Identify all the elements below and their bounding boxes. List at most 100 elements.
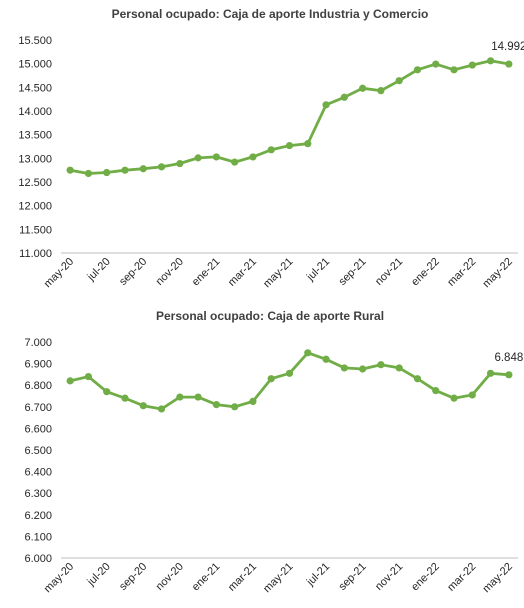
y-tick-label: 6.700 <box>24 402 52 414</box>
data-point <box>139 402 147 410</box>
chart-rural: Personal ocupado: Caja de aporte Rural 6… <box>24 309 523 595</box>
data-point <box>285 141 294 150</box>
data-point <box>103 388 111 396</box>
data-point <box>432 387 440 395</box>
data-point <box>395 77 403 85</box>
y-tick-label: 6.200 <box>24 510 52 522</box>
data-point <box>413 375 422 383</box>
y-tick-label: 11.500 <box>19 224 52 236</box>
data-point <box>395 364 403 372</box>
data-point <box>66 377 74 385</box>
data-point <box>304 349 312 357</box>
x-tick-label: ene-21 <box>190 561 223 594</box>
series-line <box>68 59 511 175</box>
y-axis: 11.000 11.500 12.000 12.500 13.000 13.500 14.0… <box>18 35 52 260</box>
data-point <box>486 369 495 377</box>
data-point <box>505 371 513 379</box>
data-point <box>377 87 385 95</box>
x-tick-label: jul-21 <box>304 256 332 284</box>
y-tick-label: 6.800 <box>24 380 52 392</box>
y-tick-label: 6.900 <box>24 359 52 371</box>
x-tick-label: ene-22 <box>409 256 442 289</box>
data-point <box>194 393 202 401</box>
data-label-last: 6.848 <box>494 352 523 364</box>
x-tick-label: may-22 <box>481 561 515 595</box>
data-point <box>304 140 312 148</box>
x-tick-label: ene-22 <box>409 561 442 594</box>
y-tick-label: 7.000 <box>24 337 52 349</box>
data-point <box>249 397 257 405</box>
x-tick-label: nov-20 <box>154 561 186 593</box>
data-point <box>176 159 184 168</box>
x-tick-label: jul-20 <box>85 561 113 589</box>
y-tick-label: 12.500 <box>18 177 52 189</box>
chart-title: Personal ocupado: Caja de aporte Rural <box>156 309 384 323</box>
y-tick-label: 15.500 <box>18 35 52 47</box>
data-point <box>249 153 257 161</box>
data-point <box>340 364 348 372</box>
data-point <box>121 166 129 174</box>
data-label-last: 14.992 <box>491 41 524 53</box>
y-tick-label: 14.500 <box>18 82 52 94</box>
x-tick-label: may-20 <box>42 561 76 595</box>
data-point <box>322 101 330 109</box>
data-point <box>486 57 495 65</box>
chart-title: Personal ocupado: Caja de aporte Industr… <box>112 7 429 21</box>
data-point <box>432 60 440 68</box>
x-tick-label: nov-21 <box>373 256 405 288</box>
x-tick-label: ene-21 <box>190 256 223 289</box>
x-axis: may-20 jul-20 sep-20 nov-20 ene-21 mar-21 may-… <box>42 252 518 290</box>
data-point <box>377 361 385 369</box>
y-tick-label: 6.500 <box>24 445 52 457</box>
data-point <box>84 372 93 381</box>
data-point <box>103 168 111 177</box>
data-point <box>212 401 220 409</box>
data-point <box>212 153 220 161</box>
data-point <box>267 375 275 383</box>
x-tick-label: sep-21 <box>336 256 368 288</box>
series-layer: 14.992 <box>66 41 524 178</box>
data-point <box>359 365 367 373</box>
y-tick-label: 15.000 <box>18 59 52 71</box>
y-tick-label: 13.500 <box>18 130 52 142</box>
data-point <box>231 158 239 166</box>
data-point <box>413 66 422 74</box>
chart-industria-comercio: Personal ocupado: Caja de aporte Industr… <box>18 7 524 290</box>
y-tick-label: 6.600 <box>24 423 52 435</box>
data-point <box>157 163 166 171</box>
y-tick-label: 14.000 <box>18 106 52 118</box>
x-tick-label: may-21 <box>261 561 295 595</box>
x-tick-label: sep-21 <box>336 561 368 593</box>
x-tick-label: jul-21 <box>304 561 332 589</box>
y-tick-label: 6.300 <box>24 488 52 500</box>
x-tick-label: sep-20 <box>117 256 149 288</box>
data-point <box>84 169 93 178</box>
data-point <box>359 84 367 92</box>
x-tick-label: mar-22 <box>445 256 478 289</box>
data-point <box>468 61 476 69</box>
series-line <box>68 351 511 411</box>
data-point <box>66 166 74 174</box>
data-point <box>505 60 513 68</box>
y-tick-label: 6.400 <box>24 467 52 479</box>
data-point <box>194 154 202 162</box>
data-point <box>322 355 330 363</box>
x-tick-label: may-21 <box>261 256 295 290</box>
series-layer: 6.848 <box>66 349 523 413</box>
x-axis: may-20 jul-20 sep-20 nov-20 ene-21 mar-21 may-… <box>42 557 518 595</box>
x-tick-label: mar-21 <box>226 256 259 289</box>
x-tick-label: nov-21 <box>373 561 405 593</box>
data-point <box>340 93 348 101</box>
data-point <box>231 403 239 411</box>
x-tick-label: nov-20 <box>154 256 186 288</box>
x-tick-label: sep-20 <box>117 561 149 593</box>
data-point <box>267 146 275 154</box>
data-point <box>176 393 184 401</box>
x-tick-label: jul-20 <box>85 256 113 284</box>
data-point <box>468 391 476 399</box>
y-tick-label: 6.000 <box>24 553 52 565</box>
x-tick-label: may-20 <box>42 256 76 290</box>
y-tick-label: 12.000 <box>18 201 52 213</box>
x-tick-label: mar-21 <box>226 561 259 594</box>
